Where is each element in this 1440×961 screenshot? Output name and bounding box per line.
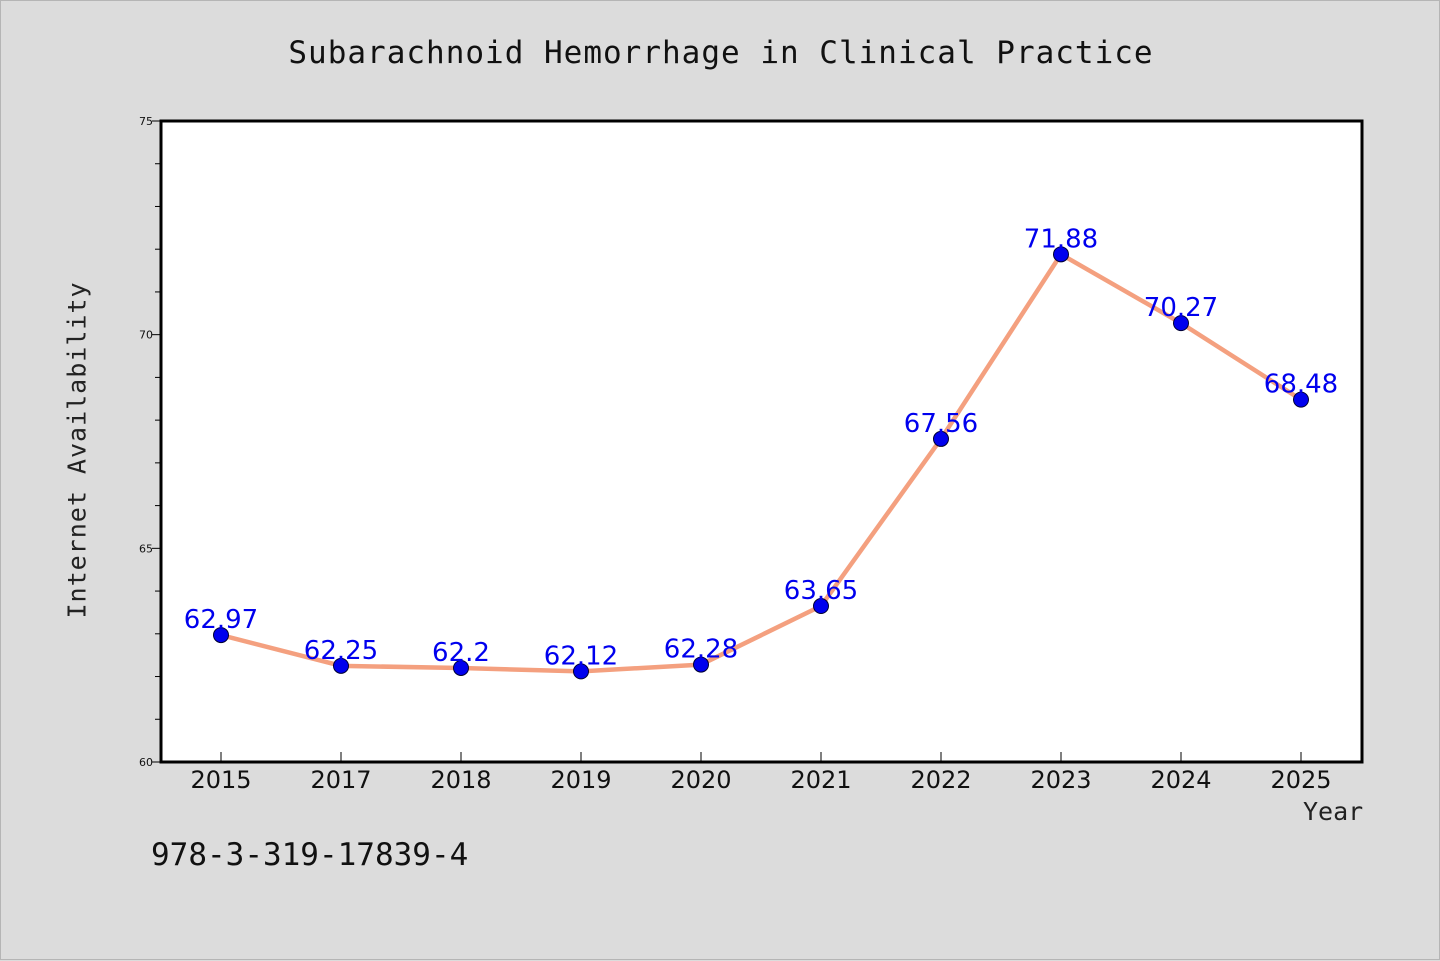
data-point — [453, 659, 469, 676]
data-labels: 62.97 62.25 62.2 62.12 62.28 63.65 67.56 71.88 7… — [184, 224, 1338, 671]
footnote-isbn: 978-3-319-17839-4 — [151, 837, 469, 873]
data-label: 62.97 — [184, 605, 258, 635]
data-label: 62.2 — [432, 638, 490, 668]
data-point — [693, 656, 709, 673]
x-tick-label: 2024 — [1150, 766, 1211, 794]
data-point — [933, 430, 949, 447]
data-point — [1053, 246, 1069, 263]
x-tick-label: 2023 — [1030, 766, 1091, 794]
data-label: 70.27 — [1144, 293, 1218, 323]
x-tick-label: 2015 — [190, 766, 251, 794]
chart-title: Subarachnoid Hemorrhage in Clinical Prac… — [288, 35, 1154, 71]
y-tick-label: 70 — [139, 329, 153, 342]
y-tick-label: 60 — [139, 756, 153, 769]
x-tick-label: 2018 — [430, 766, 491, 794]
x-axis-label: Year — [1303, 797, 1364, 826]
y-tick-label: 75 — [139, 115, 153, 128]
data-point — [573, 663, 589, 680]
x-tick-label: 2025 — [1270, 766, 1331, 794]
data-label: 63.65 — [784, 576, 858, 606]
series-line — [220, 252, 1303, 674]
plot-background — [159, 119, 1364, 764]
x-tick-label: 2017 — [310, 766, 371, 794]
data-point — [333, 657, 349, 674]
y-axis-ticks: 60 65 70 75 — [139, 115, 161, 769]
data-point — [1173, 315, 1189, 332]
data-label: 67.56 — [904, 409, 978, 439]
data-point — [213, 627, 229, 644]
data-label: 62.28 — [664, 635, 738, 665]
data-point — [1293, 391, 1309, 408]
x-tick-label: 2020 — [670, 766, 731, 794]
x-axis-ticks: 2015 2017 2018 2019 2020 2021 2022 2023 2024 2025 — [190, 752, 1332, 794]
data-point — [813, 598, 829, 615]
data-label: 68.48 — [1264, 370, 1338, 400]
data-label: 62.25 — [304, 636, 378, 666]
x-tick-label: 2021 — [790, 766, 851, 794]
data-label: 62.12 — [544, 641, 618, 671]
y-tick-label: 65 — [139, 542, 153, 555]
series-markers — [213, 246, 1309, 680]
x-tick-label: 2019 — [550, 766, 611, 794]
x-tick-label: 2022 — [910, 766, 971, 794]
data-label: 71.88 — [1024, 224, 1098, 254]
